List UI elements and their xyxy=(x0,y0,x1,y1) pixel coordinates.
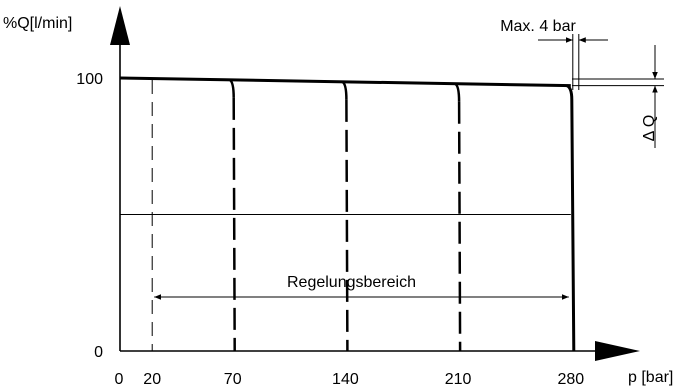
flow-curve xyxy=(119,76,571,88)
x-tick-label: 210 xyxy=(445,371,472,388)
x-tick-label: 70 xyxy=(224,371,242,388)
max-label: Max. 4 bar xyxy=(500,18,576,35)
cutoff-knee xyxy=(341,80,348,100)
x-tick-label: 280 xyxy=(557,371,584,388)
x-axis-label: p [bar] xyxy=(628,369,673,386)
range-label: Regelungsbereich xyxy=(287,274,416,291)
delta-label: Δ Q xyxy=(641,115,658,142)
x-tick-label: 0 xyxy=(115,371,124,388)
y-tick-label: 0 xyxy=(94,344,103,361)
cutoff-line xyxy=(345,99,349,352)
cutoff-line xyxy=(232,97,236,352)
x-tick-label: 20 xyxy=(143,371,161,388)
y-tick-label: 100 xyxy=(76,71,103,88)
cutoff-line-280 xyxy=(566,84,576,352)
cutoff-knee xyxy=(454,82,461,102)
x-tick-label: 140 xyxy=(332,371,359,388)
cutoff-line xyxy=(457,101,462,352)
y-axis-label: %Q[l/min] xyxy=(3,15,72,32)
y-axis-arrow xyxy=(110,6,130,45)
cutoff-knee xyxy=(228,78,235,98)
x-axis-arrow xyxy=(595,341,640,361)
